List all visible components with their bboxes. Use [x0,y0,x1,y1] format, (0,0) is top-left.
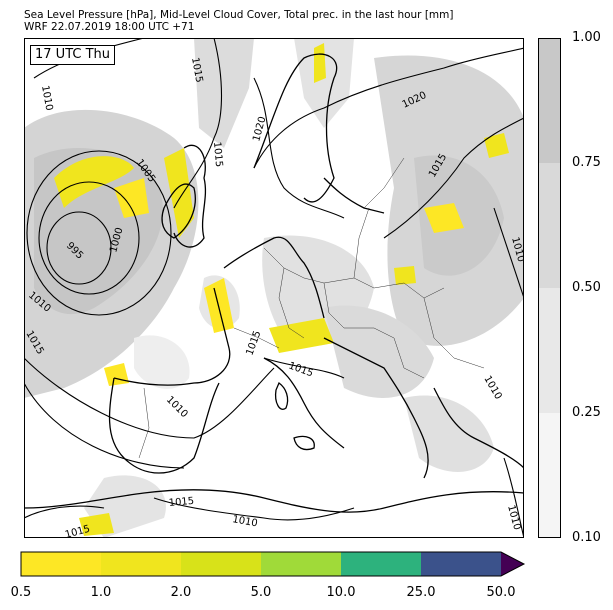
cloud-tick-label: 0.10 [572,530,601,545]
model-run-subtitle: WRF 22.07.2019 18:00 UTC +71 [24,21,195,33]
precip-bin-2 [181,552,261,576]
isobar-label: 1015 [189,57,204,84]
precip-extend-arrow [501,552,524,576]
precip-tick-label: 1.0 [90,585,112,600]
isobar-label: 1010 [39,85,54,112]
precip-tick-label: 2.0 [170,585,192,600]
national-borders [138,157,485,459]
precip-bin-3 [261,552,341,576]
precip-tick-label: 5.0 [250,585,272,600]
cloud-bin-010-025 [538,413,561,538]
cloud-tick-label: 1.00 [572,30,601,45]
precipitation-patches [54,43,509,536]
cloud-bin-050-075 [538,163,561,288]
precip-bin-1 [101,552,181,576]
cloud-bin-075-100 [538,38,561,163]
cloud-tick-label: 0.50 [572,280,601,295]
isobar-label: 1015 [168,496,194,509]
precip-tick-label: 0.5 [10,585,32,600]
cloud-bin-025-050 [538,288,561,413]
cloud-tick-label: 0.75 [572,155,601,170]
map-frame [24,38,524,538]
weather-map: 1010 1005 1000 995 1010 1015 1015 1020 1… [24,38,524,538]
precip-tick-label: 10.0 [326,585,356,600]
isobars [24,38,524,538]
valid-time-label: 17 UTC Thu [30,45,115,65]
isobar-label: 1015 [211,141,224,167]
precip-bin-4 [341,552,421,576]
cloud-cover-colorbar [538,38,561,538]
precip-bin-0 [21,552,101,576]
coastlines [24,53,524,513]
map-title: Sea Level Pressure [hPa], Mid-Level Clou… [24,9,454,21]
precip-bin-5 [421,552,501,576]
cloud-tick-label: 0.25 [572,405,601,420]
isobar-label: 1010 [231,514,258,529]
precipitation-colorbar [20,551,526,577]
precip-tick-label: 50.0 [486,585,516,600]
precip-tick-label: 25.0 [406,585,436,600]
